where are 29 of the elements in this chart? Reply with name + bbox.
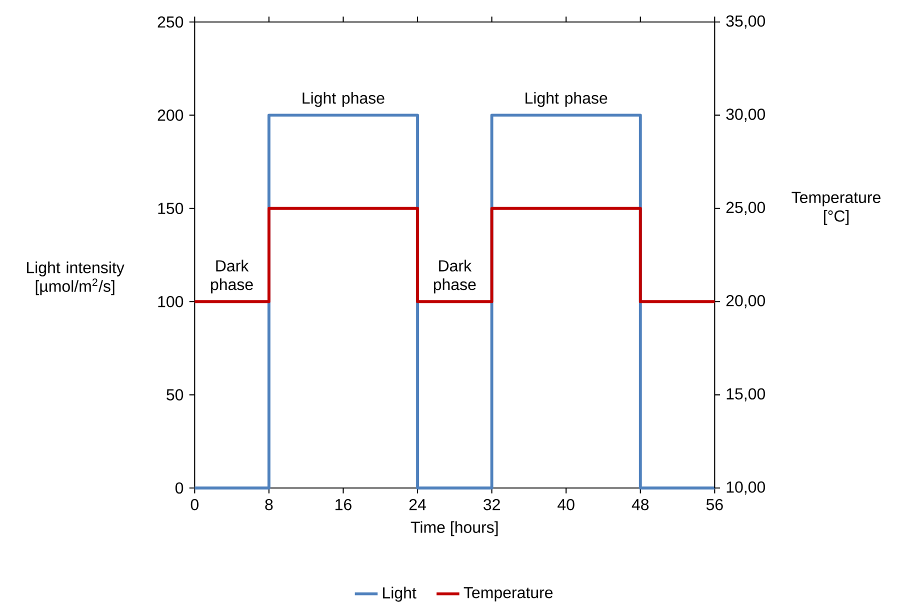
y-tick-label: 250 — [158, 16, 184, 28]
y2-tick-label: 15,00 — [726, 388, 766, 402]
y-tick-label: 150 — [158, 202, 184, 214]
x-tick-label: 8 — [265, 498, 273, 510]
annotation: Light phase — [302, 92, 384, 107]
y-tick-label: 50 — [166, 389, 184, 400]
x-tick-label: 48 — [632, 498, 649, 510]
y2-tick-label: 25,00 — [726, 202, 766, 215]
x-tick-label: 56 — [706, 498, 723, 510]
y2-axis-title: Temperature [°C] — [792, 192, 880, 225]
x-tick-label: 0 — [190, 498, 198, 510]
annotation: Dark phase — [211, 260, 253, 294]
x-axis-title: Time [hours] — [410, 521, 498, 536]
y-axis-title: Light intensity [µmol/m$^{2}$/s] — [27, 261, 124, 296]
annotation: Dark phase — [434, 260, 476, 294]
y2-tick-label: 30,00 — [726, 108, 766, 122]
y-tick-label: 0 — [175, 482, 184, 494]
y2-tick-label: 35,00 — [726, 15, 766, 29]
y2-tick-label: 20,00 — [726, 294, 766, 308]
y-tick-label: 200 — [158, 109, 184, 121]
legend-label: Temperature — [464, 587, 553, 602]
legend-label: Light — [383, 586, 416, 602]
x-tick-label: 24 — [409, 498, 426, 510]
y-tick-label: 100 — [158, 296, 184, 308]
x-tick-label: 32 — [484, 498, 500, 510]
x-tick-label: 16 — [336, 498, 352, 510]
x-tick-label: 40 — [558, 498, 574, 510]
y2-tick-label: 10,00 — [726, 481, 766, 495]
annotation: Light phase — [526, 92, 608, 107]
